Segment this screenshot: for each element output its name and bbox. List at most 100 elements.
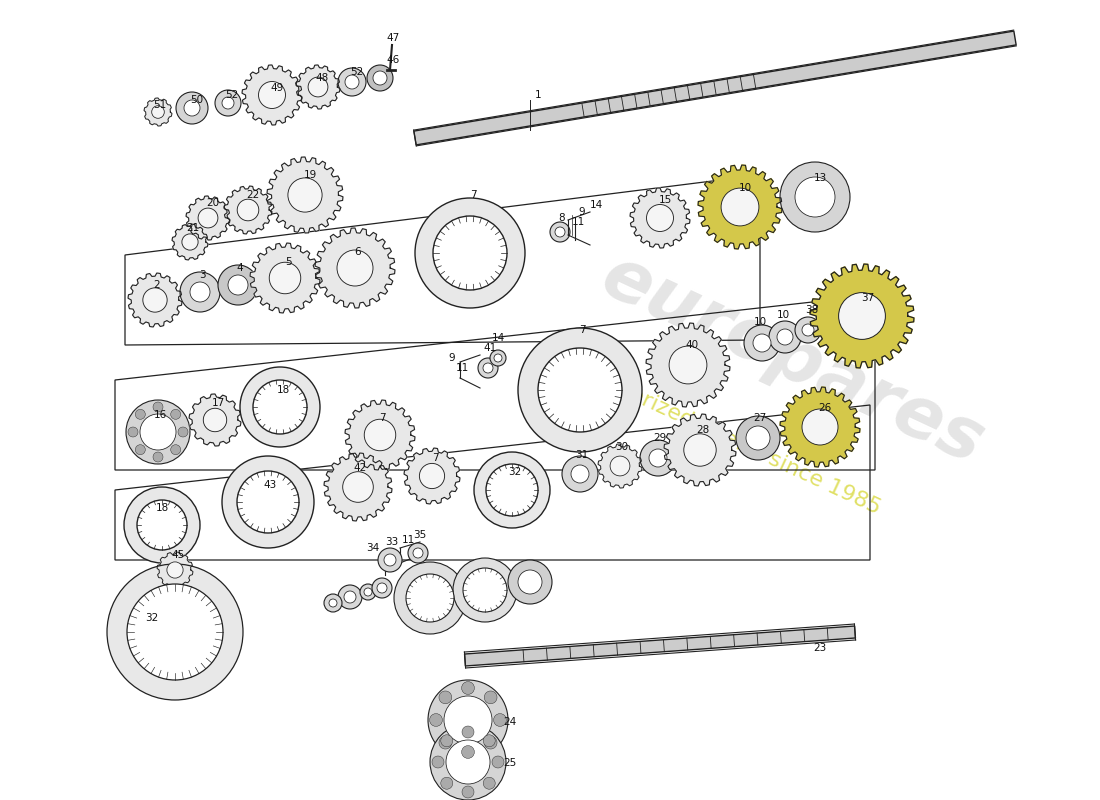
Circle shape — [228, 275, 248, 295]
Polygon shape — [250, 243, 320, 313]
Circle shape — [190, 282, 210, 302]
Circle shape — [754, 334, 771, 352]
Circle shape — [337, 250, 373, 286]
Text: 4: 4 — [236, 263, 243, 273]
Polygon shape — [598, 444, 642, 488]
Circle shape — [167, 562, 183, 578]
Circle shape — [556, 227, 565, 237]
Circle shape — [494, 354, 502, 362]
Circle shape — [170, 410, 180, 419]
Circle shape — [446, 740, 490, 784]
Text: 19: 19 — [304, 170, 317, 180]
Circle shape — [140, 414, 176, 450]
Circle shape — [238, 199, 258, 221]
Circle shape — [640, 440, 676, 476]
Circle shape — [444, 696, 492, 744]
Text: 18: 18 — [276, 385, 289, 395]
Polygon shape — [186, 196, 230, 240]
Circle shape — [508, 560, 552, 604]
Circle shape — [378, 548, 402, 572]
Circle shape — [394, 562, 466, 634]
Circle shape — [483, 778, 495, 790]
Circle shape — [484, 691, 497, 704]
Circle shape — [324, 594, 342, 612]
Circle shape — [736, 416, 780, 460]
Circle shape — [182, 234, 198, 250]
Circle shape — [135, 410, 145, 419]
Text: 10: 10 — [754, 317, 767, 327]
Circle shape — [176, 92, 208, 124]
Circle shape — [184, 100, 200, 116]
Text: 51: 51 — [153, 100, 166, 110]
Text: 32: 32 — [145, 613, 158, 623]
Circle shape — [222, 97, 234, 109]
Circle shape — [338, 585, 362, 609]
Circle shape — [107, 564, 243, 700]
Text: 50: 50 — [190, 95, 204, 105]
Circle shape — [236, 471, 299, 533]
Circle shape — [124, 487, 200, 563]
Circle shape — [308, 77, 328, 97]
Circle shape — [669, 346, 707, 384]
Text: 10: 10 — [738, 183, 751, 193]
Text: 7: 7 — [378, 413, 385, 423]
Text: 21: 21 — [186, 223, 199, 233]
Circle shape — [372, 578, 392, 598]
Circle shape — [180, 272, 220, 312]
Circle shape — [170, 445, 180, 454]
Circle shape — [329, 599, 337, 607]
Circle shape — [795, 317, 821, 343]
Text: 32: 32 — [508, 467, 521, 477]
Text: 10: 10 — [777, 310, 790, 320]
Circle shape — [415, 198, 525, 308]
Polygon shape — [172, 224, 208, 260]
Circle shape — [373, 71, 387, 85]
Circle shape — [433, 216, 507, 290]
Polygon shape — [189, 394, 241, 446]
Text: 37: 37 — [861, 293, 875, 303]
Circle shape — [343, 472, 373, 502]
Circle shape — [795, 177, 835, 217]
Circle shape — [571, 465, 588, 483]
Text: 11: 11 — [402, 535, 415, 545]
Text: 9: 9 — [579, 207, 585, 217]
Circle shape — [483, 363, 493, 373]
Text: 20: 20 — [207, 198, 220, 208]
Text: 13: 13 — [813, 173, 826, 183]
Polygon shape — [414, 31, 1016, 145]
Circle shape — [377, 583, 387, 593]
Circle shape — [218, 265, 258, 305]
Circle shape — [432, 756, 444, 768]
Circle shape — [802, 324, 814, 336]
Polygon shape — [267, 157, 343, 233]
Circle shape — [198, 208, 218, 228]
Text: 34: 34 — [366, 543, 379, 553]
Text: 52: 52 — [226, 90, 239, 100]
Circle shape — [777, 329, 793, 345]
Circle shape — [153, 402, 163, 412]
Circle shape — [486, 464, 538, 516]
Polygon shape — [128, 273, 182, 327]
Circle shape — [345, 75, 359, 89]
Circle shape — [802, 409, 838, 445]
Circle shape — [490, 350, 506, 366]
Circle shape — [408, 543, 428, 563]
Text: 31: 31 — [575, 450, 589, 460]
Circle shape — [439, 691, 452, 704]
Circle shape — [204, 408, 227, 432]
Polygon shape — [646, 323, 730, 407]
Text: 41: 41 — [483, 343, 496, 353]
Polygon shape — [157, 552, 192, 588]
Circle shape — [441, 778, 453, 790]
Text: 1: 1 — [535, 90, 541, 100]
Circle shape — [492, 756, 504, 768]
Text: 38: 38 — [805, 305, 818, 315]
Circle shape — [439, 736, 452, 749]
Text: 11: 11 — [571, 217, 584, 227]
Circle shape — [453, 558, 517, 622]
Circle shape — [430, 714, 442, 726]
Polygon shape — [780, 387, 860, 467]
Circle shape — [153, 452, 163, 462]
Circle shape — [484, 736, 497, 749]
Text: 3: 3 — [199, 270, 206, 280]
